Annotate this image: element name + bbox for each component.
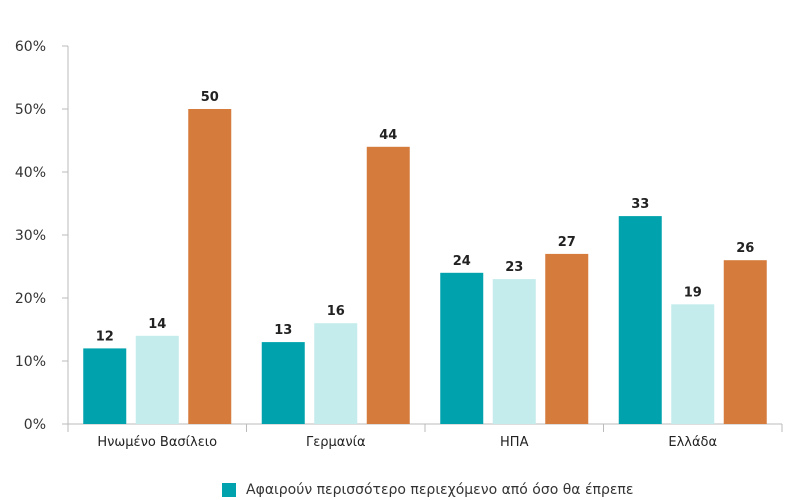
bar xyxy=(83,348,127,424)
y-tick-label: 60% xyxy=(15,39,46,55)
x-category-label: ΗΠΑ xyxy=(500,435,529,450)
y-tick-label: 50% xyxy=(15,102,46,118)
legend-swatch-series-1 xyxy=(222,483,236,497)
data-label: 27 xyxy=(558,235,576,250)
y-tick-label: 10% xyxy=(15,354,46,370)
bar xyxy=(261,342,305,424)
bar xyxy=(545,253,589,424)
data-label: 19 xyxy=(684,285,702,300)
x-category-label: Ηνωμένο Βασίλειο xyxy=(97,435,217,450)
bar xyxy=(618,216,662,424)
y-tick-label: 40% xyxy=(15,165,46,181)
data-label: 44 xyxy=(379,128,397,143)
x-category-label: Γερμανία xyxy=(306,435,366,450)
data-label: 14 xyxy=(148,317,166,332)
legend-label-series-1: Αφαιρούν περισσότερο περιεχόμενο από όσο… xyxy=(246,482,634,498)
legend: Αφαιρούν περισσότερο περιεχόμενο από όσο… xyxy=(222,482,633,498)
bar xyxy=(492,279,536,424)
bar xyxy=(671,304,715,424)
bar xyxy=(188,109,232,424)
data-label: 13 xyxy=(274,323,292,338)
data-label: 12 xyxy=(96,329,114,344)
y-tick-label: 20% xyxy=(15,291,46,307)
data-label: 16 xyxy=(327,304,345,319)
bar xyxy=(314,323,358,424)
bar xyxy=(135,335,179,424)
bar xyxy=(723,260,767,424)
y-tick-label: 30% xyxy=(15,228,46,244)
y-tick-label: 0% xyxy=(24,417,46,433)
data-label: 50 xyxy=(201,90,219,105)
data-label: 33 xyxy=(631,197,649,212)
data-label: 24 xyxy=(453,254,471,269)
data-label: 23 xyxy=(505,260,523,275)
data-label: 26 xyxy=(736,241,754,256)
x-category-label: Ελλάδα xyxy=(668,435,717,450)
bar xyxy=(366,146,410,425)
bar xyxy=(440,272,484,424)
